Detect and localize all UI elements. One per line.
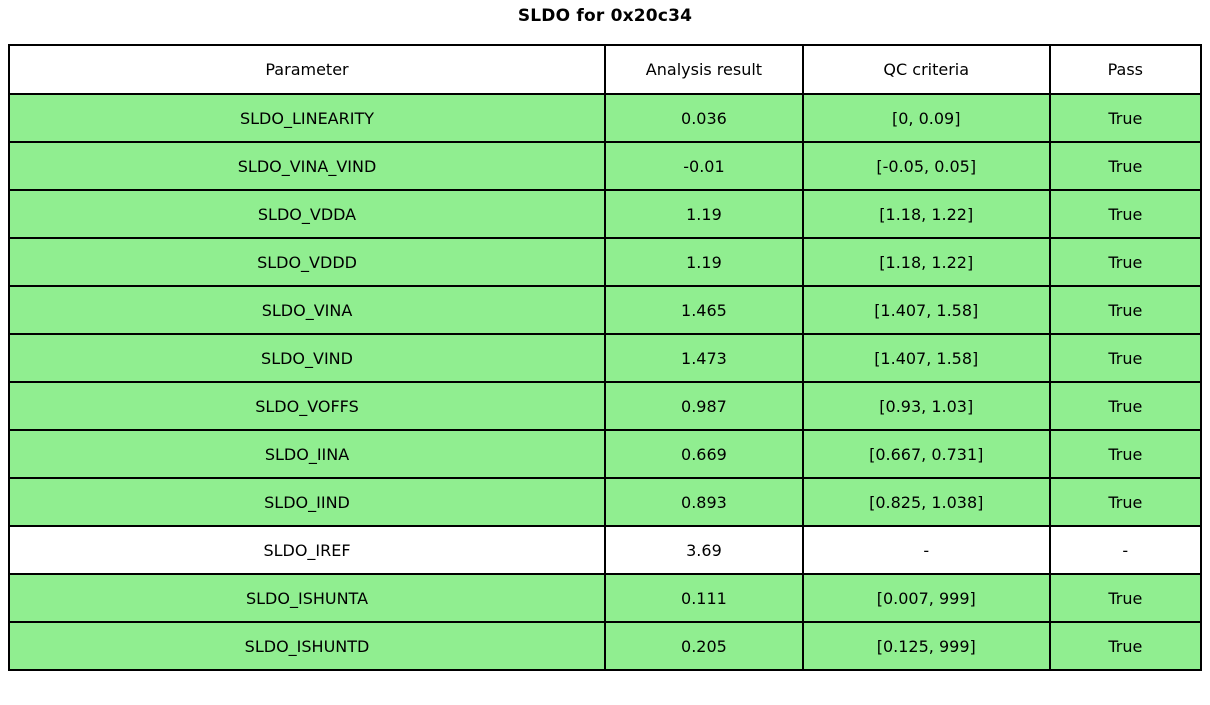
table-cell-parameter: SLDO_ISHUNTA <box>7 573 607 623</box>
table-cell-parameter: SLDO_VDDD <box>7 237 607 287</box>
table-cell-qc-criteria: [1.407, 1.58] <box>801 333 1051 383</box>
table-row: SLDO_ISHUNTA 0.111 [0.007, 999] True <box>7 573 1203 623</box>
table-row: SLDO_VIND 1.473 [1.407, 1.58] True <box>7 333 1203 383</box>
table-cell-pass: True <box>1048 189 1203 239</box>
table-cell-analysis-result: 1.473 <box>604 333 804 383</box>
table-cell-pass: True <box>1048 429 1203 479</box>
table-cell-pass: True <box>1048 333 1203 383</box>
table-cell-parameter: SLDO_ISHUNTD <box>7 621 607 671</box>
table-cell-pass: True <box>1048 285 1203 335</box>
table-row: SLDO_VOFFS 0.987 [0.93, 1.03] True <box>7 381 1203 431</box>
table-cell-parameter: SLDO_IREF <box>7 525 607 575</box>
table-cell-analysis-result: 1.19 <box>604 237 804 287</box>
table-cell-analysis-result: 3.69 <box>604 525 804 575</box>
table-cell-pass: True <box>1048 621 1203 671</box>
table-cell-analysis-result: 0.205 <box>604 621 804 671</box>
table-cell-parameter: SLDO_VDDA <box>7 189 607 239</box>
column-header-parameter: Parameter <box>7 44 607 95</box>
table-row: SLDO_IINA 0.669 [0.667, 0.731] True <box>7 429 1203 479</box>
table-row: SLDO_LINEARITY 0.036 [0, 0.09] True <box>7 93 1203 143</box>
table-cell-pass: True <box>1048 477 1203 527</box>
table-row: SLDO_VINA_VIND -0.01 [-0.05, 0.05] True <box>7 141 1203 191</box>
table-cell-qc-criteria: [-0.05, 0.05] <box>801 141 1051 191</box>
table-cell-qc-criteria: - <box>801 525 1051 575</box>
table-cell-qc-criteria: [0.007, 999] <box>801 573 1051 623</box>
table-cell-parameter: SLDO_VINA <box>7 285 607 335</box>
table-cell-qc-criteria: [0.825, 1.038] <box>801 477 1051 527</box>
table-cell-analysis-result: 1.465 <box>604 285 804 335</box>
table-cell-pass: True <box>1048 237 1203 287</box>
table-cell-analysis-result: 0.893 <box>604 477 804 527</box>
table-cell-qc-criteria: [0.667, 0.731] <box>801 429 1051 479</box>
table-cell-pass: True <box>1048 93 1203 143</box>
table-cell-parameter: SLDO_VOFFS <box>7 381 607 431</box>
table-cell-qc-criteria: [1.18, 1.22] <box>801 189 1051 239</box>
column-header-pass: Pass <box>1048 44 1203 95</box>
table-cell-analysis-result: 0.669 <box>604 429 804 479</box>
table-row: SLDO_IREF 3.69- - <box>7 525 1203 575</box>
table-cell-analysis-result: 0.036 <box>604 93 804 143</box>
table-cell-parameter: SLDO_IIND <box>7 477 607 527</box>
table-body: SLDO_LINEARITY 0.036 [0, 0.09] True SLDO_VIN… <box>7 93 1203 671</box>
header-row: Parameter Analysis result QC criteria Pa… <box>7 44 1203 95</box>
table-row: SLDO_IIND 0.893 [0.825, 1.038] True <box>7 477 1203 527</box>
table-cell-qc-criteria: [1.18, 1.22] <box>801 237 1051 287</box>
qc-results-table: Parameter Analysis result QC criteria Pa… <box>7 44 1203 671</box>
table-cell-pass: True <box>1048 381 1203 431</box>
table-row: SLDO_VDDA 1.19 [1.18, 1.22] True <box>7 189 1203 239</box>
table-cell-pass: True <box>1048 141 1203 191</box>
table-row: SLDO_ISHUNTD 0.205 [0.125, 999] True <box>7 621 1203 671</box>
table-cell-analysis-result: 0.987 <box>604 381 804 431</box>
table-cell-pass: - <box>1048 525 1203 575</box>
page-title: SLDO for 0x20c34 <box>517 6 693 26</box>
table-row: SLDO_VDDD 1.19 [1.18, 1.22] True <box>7 237 1203 287</box>
table-cell-parameter: SLDO_LINEARITY <box>7 93 607 143</box>
table-cell-qc-criteria: [0, 0.09] <box>801 93 1051 143</box>
table-cell-pass: True <box>1048 573 1203 623</box>
column-header-qc-criteria: QC criteria <box>801 44 1051 95</box>
table-cell-parameter: SLDO_IINA <box>7 429 607 479</box>
table-cell-qc-criteria: [0.125, 999] <box>801 621 1051 671</box>
table-header: Parameter Analysis result QC criteria Pa… <box>7 44 1203 95</box>
table-row: SLDO_VINA 1.465 [1.407, 1.58] True <box>7 285 1203 335</box>
table-cell-analysis-result: 1.19 <box>604 189 804 239</box>
column-header-analysis-result: Analysis result <box>604 44 804 95</box>
table-cell-parameter: SLDO_VIND <box>7 333 607 383</box>
table-cell-qc-criteria: [1.407, 1.58] <box>801 285 1051 335</box>
table-cell-analysis-result: 0.111 <box>604 573 804 623</box>
table-cell-parameter: SLDO_VINA_VIND <box>7 141 607 191</box>
table-cell-analysis-result: -0.01 <box>604 141 804 191</box>
table-cell-qc-criteria: [0.93, 1.03] <box>801 381 1051 431</box>
